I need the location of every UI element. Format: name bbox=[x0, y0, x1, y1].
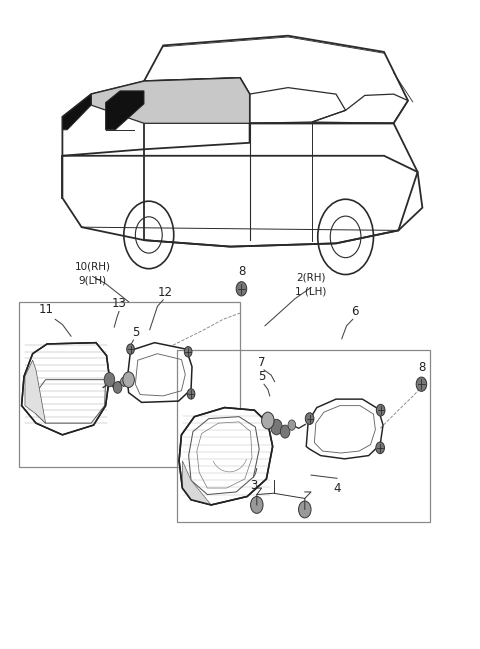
Circle shape bbox=[416, 377, 427, 391]
Circle shape bbox=[299, 501, 311, 518]
Text: 8: 8 bbox=[238, 265, 245, 278]
Polygon shape bbox=[91, 78, 250, 123]
Circle shape bbox=[376, 404, 385, 416]
Text: 4: 4 bbox=[333, 482, 341, 495]
Text: 5: 5 bbox=[258, 370, 266, 383]
Text: 5: 5 bbox=[132, 326, 140, 339]
Polygon shape bbox=[62, 94, 91, 130]
Text: 13: 13 bbox=[112, 297, 126, 310]
Text: 3: 3 bbox=[250, 479, 257, 492]
Circle shape bbox=[120, 377, 127, 386]
Text: 11: 11 bbox=[39, 303, 54, 316]
Circle shape bbox=[236, 282, 247, 296]
Polygon shape bbox=[182, 461, 211, 505]
Bar bbox=[177, 350, 430, 522]
Circle shape bbox=[376, 442, 384, 454]
Polygon shape bbox=[25, 360, 46, 423]
Circle shape bbox=[123, 372, 134, 387]
Polygon shape bbox=[22, 343, 109, 435]
Text: 9(LH): 9(LH) bbox=[79, 275, 107, 285]
Circle shape bbox=[251, 496, 263, 513]
Circle shape bbox=[104, 373, 115, 387]
Circle shape bbox=[288, 420, 296, 430]
Circle shape bbox=[262, 412, 274, 429]
Circle shape bbox=[305, 413, 314, 424]
Polygon shape bbox=[106, 91, 144, 130]
Text: 7: 7 bbox=[258, 356, 266, 369]
Text: 6: 6 bbox=[351, 305, 359, 318]
Circle shape bbox=[271, 419, 282, 435]
Text: 8: 8 bbox=[418, 361, 425, 374]
Polygon shape bbox=[179, 408, 273, 505]
Text: 12: 12 bbox=[158, 286, 173, 299]
Text: 1 (LH): 1 (LH) bbox=[295, 286, 327, 296]
Bar bbox=[19, 302, 240, 467]
Text: 10(RH): 10(RH) bbox=[75, 262, 110, 272]
Circle shape bbox=[127, 344, 134, 354]
Text: 2(RH): 2(RH) bbox=[296, 273, 326, 283]
Circle shape bbox=[184, 347, 192, 357]
Circle shape bbox=[280, 425, 290, 438]
Circle shape bbox=[113, 382, 122, 393]
Circle shape bbox=[187, 389, 195, 399]
